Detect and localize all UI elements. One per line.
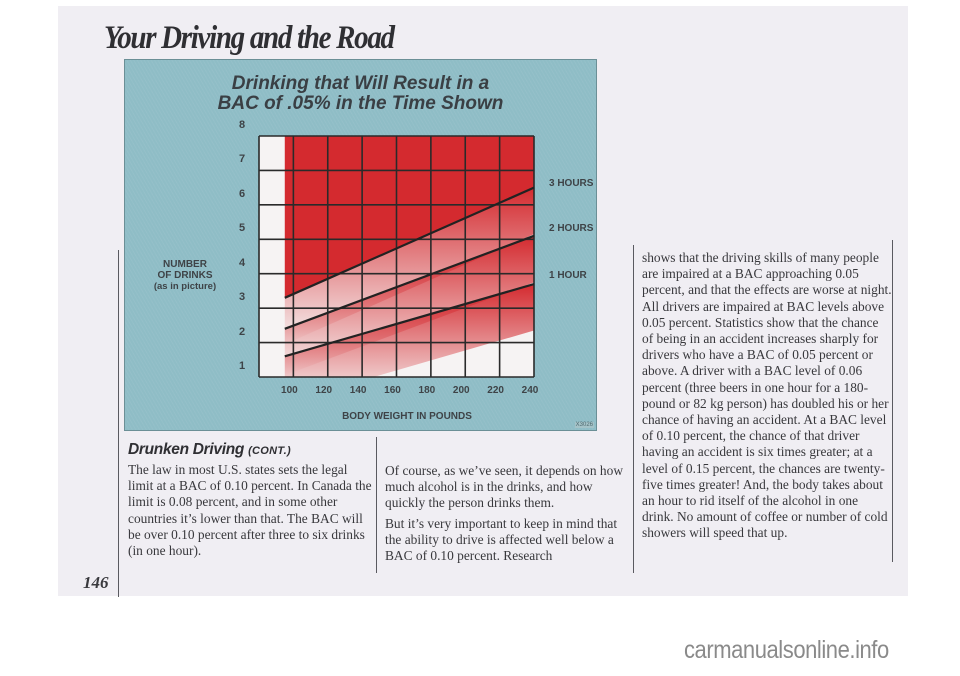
series-label-1-hour: 1 HOUR xyxy=(549,270,587,281)
left-margin-rule xyxy=(118,250,119,597)
paragraph: But it’s very important to keep in mind … xyxy=(385,515,618,564)
section-heading-suffix: (CONT.) xyxy=(248,445,291,457)
page-number: 146 xyxy=(83,573,109,592)
paragraph: The law in most U.S. states sets the leg… xyxy=(128,462,372,559)
x-tick-label: 160 xyxy=(384,385,401,396)
right-column-rule xyxy=(892,240,893,562)
x-tick-label: 140 xyxy=(349,385,367,396)
text-column-1: The law in most U.S. states sets the leg… xyxy=(128,462,373,563)
y-tick-label: 2 xyxy=(239,325,246,338)
x-tick-label: 240 xyxy=(521,385,539,396)
paragraph: Of course, as we’ve seen, it depends on … xyxy=(385,463,623,511)
chart-title: Drinking that Will Result in a BAC of .0… xyxy=(125,74,596,114)
x-tick-label: 180 xyxy=(418,385,436,396)
y-tick-label: 8 xyxy=(239,119,246,131)
y-tick-label: 7 xyxy=(239,153,246,166)
section-heading-text: Drunken Driving xyxy=(128,441,245,458)
column-divider-2 xyxy=(633,245,634,573)
chart-plot xyxy=(258,135,535,378)
figure-code: X3026 xyxy=(574,422,594,428)
x-tick-label: 100 xyxy=(281,385,298,396)
paragraph: shows that the driving skills of many pe… xyxy=(642,250,892,541)
y-tick-label: 6 xyxy=(239,187,246,200)
y-axis-title-line2: OF DRINKS xyxy=(157,270,213,281)
y-axis-title-line1: NUMBER xyxy=(163,259,207,270)
x-tick-label: 200 xyxy=(452,385,470,396)
x-tick-label: 120 xyxy=(315,385,333,396)
y-axis-title-line3: (as in picture) xyxy=(153,281,217,292)
y-tick-label: 5 xyxy=(239,222,246,235)
y-tick-label: 1 xyxy=(239,360,246,372)
bac-chart-figure: Drinking that Will Result in a BAC of .0… xyxy=(124,59,597,431)
page-header-title: Your Driving and the Road xyxy=(104,20,395,56)
x-axis-title: BODY WEIGHT IN POUNDS xyxy=(342,411,472,422)
chart-title-line2: BAC of .05% in the Time Shown xyxy=(217,93,504,114)
y-tick-label: 3 xyxy=(239,291,246,304)
section-heading: Drunken Driving (CONT.) xyxy=(128,441,291,459)
y-tick-label: 4 xyxy=(239,256,246,269)
series-label-2-hours: 2 HOURS xyxy=(549,223,594,234)
watermark: carmanualsonline.info xyxy=(684,636,889,664)
text-column-2: Of course, as we’ve seen, it depends on … xyxy=(385,463,625,568)
y-axis-title: NUMBER OF DRINKS (as in picture) xyxy=(125,259,245,292)
series-label-3-hours: 3 HOURS xyxy=(549,178,594,189)
column-divider-1 xyxy=(376,437,377,573)
x-tick-label: 220 xyxy=(487,385,504,396)
chart-title-line1: Drinking that Will Result in a xyxy=(231,73,490,94)
text-column-3: shows that the driving skills of many pe… xyxy=(642,250,892,546)
